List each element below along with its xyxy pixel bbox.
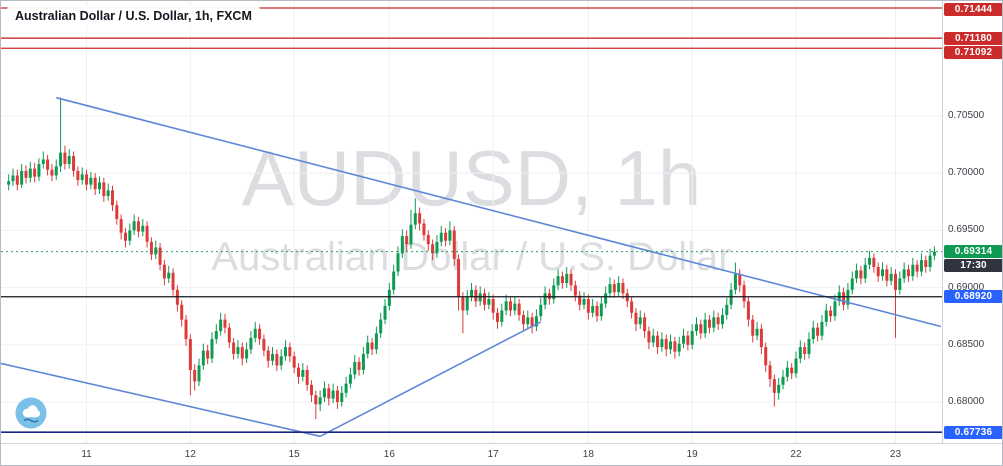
ascending-trendline[interactable] bbox=[319, 321, 542, 438]
price-badge-0.71092[interactable]: 0.71092 bbox=[944, 45, 1002, 59]
x-axis-label: 12 bbox=[184, 449, 196, 460]
y-axis-label: 0.69500 bbox=[948, 224, 985, 236]
x-axis-label: 17 bbox=[487, 449, 499, 460]
price-badge-0.71180[interactable]: 0.71180 bbox=[944, 31, 1002, 45]
cloud-icon bbox=[15, 397, 47, 429]
price-badge-0.71444[interactable]: 0.71444 bbox=[944, 3, 1002, 16]
price-badge-0.68920[interactable]: 0.68920 bbox=[944, 290, 1002, 304]
grid-lines bbox=[1, 1, 942, 443]
bar-close-countdown: 17:30 bbox=[944, 259, 1002, 273]
x-axis-label: 23 bbox=[889, 449, 902, 460]
y-axis-label: 0.68000 bbox=[948, 396, 985, 407]
price-lines[interactable] bbox=[1, 7, 942, 434]
x-axis-label: 16 bbox=[383, 449, 395, 460]
broker-logo[interactable] bbox=[15, 397, 47, 429]
x-axis-label: 11 bbox=[81, 449, 92, 460]
y-axis-label: 0.69000 bbox=[948, 281, 985, 293]
y-axis-label: 0.70000 bbox=[948, 167, 985, 179]
y-axis-label: 0.70500 bbox=[948, 110, 985, 121]
chart-canvas[interactable] bbox=[1, 1, 942, 443]
trend-lines[interactable] bbox=[1, 96, 942, 438]
price-badge-0.69314: 0.69314 bbox=[944, 245, 1002, 259]
x-axis-label: 15 bbox=[288, 449, 300, 460]
symbol-legend[interactable]: Australian Dollar / U.S. Dollar, 1h, FXC… bbox=[7, 6, 260, 26]
x-axis-label: 19 bbox=[686, 449, 698, 460]
lower-descending-trendline[interactable] bbox=[1, 362, 321, 438]
x-axis-label: 18 bbox=[582, 449, 594, 460]
time-axis[interactable]: 11 12 15 16 17 18 19 22 23 bbox=[1, 443, 1002, 465]
descending-trendline[interactable] bbox=[56, 96, 942, 328]
x-axis-label: 22 bbox=[790, 449, 802, 460]
price-badge-0.67736[interactable]: 0.67736 bbox=[944, 425, 1002, 439]
price-axis[interactable]: 0.70500 0.70000 0.69500 0.69000 0.68500 0.680… bbox=[942, 1, 1002, 443]
candles-series[interactable] bbox=[7, 97, 936, 420]
y-axis-label: 0.68500 bbox=[948, 338, 985, 350]
